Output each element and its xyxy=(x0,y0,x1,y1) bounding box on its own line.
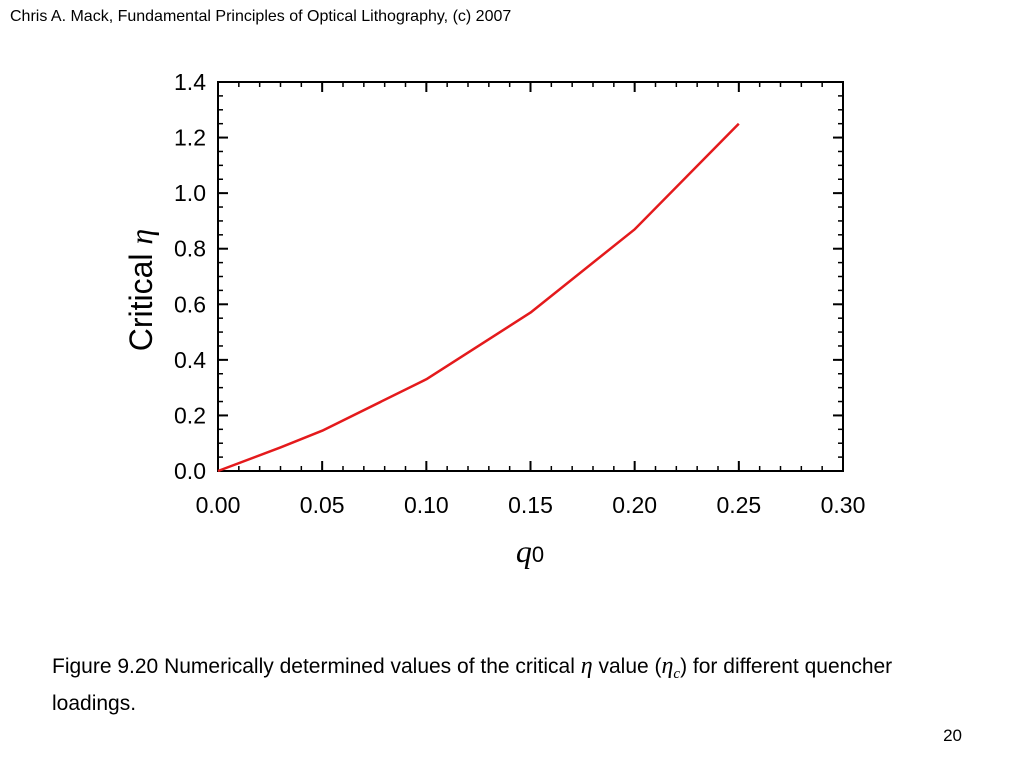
page-number: 20 xyxy=(943,726,962,745)
y-axis-title-text: Critical xyxy=(123,245,159,352)
x-axis-title: q0 xyxy=(516,533,544,569)
caption-middle: value ( xyxy=(592,655,662,678)
y-tick-label: 0.0 xyxy=(174,458,206,484)
source-credit: Chris A. Mack, Fundamental Principles of… xyxy=(10,8,512,25)
critical-eta-line-chart: 0.00 0.05 0.10 0.15 0.20 0.25 0.30 0.0 0.2 0.4 0.6… xyxy=(123,69,865,569)
y-axis-title: Critical η xyxy=(123,229,159,352)
caption-eta-c-subscript: c xyxy=(673,666,681,683)
y-tick-label: 1.2 xyxy=(174,125,206,151)
y-tick-label: 0.6 xyxy=(174,291,206,317)
x-tick-label: 0.05 xyxy=(300,492,345,518)
caption-eta-symbol: η xyxy=(580,653,593,679)
y-tick-label: 0.8 xyxy=(174,236,206,262)
x-tick-label: 0.30 xyxy=(821,492,866,518)
plot-frame xyxy=(217,81,844,472)
x-axis-title-subscript: 0 xyxy=(532,542,544,567)
caption-prefix: Figure 9.20 Numerically determined value… xyxy=(52,655,581,678)
tick-labels: 0.00 0.05 0.10 0.15 0.20 0.25 0.30 0.0 0.2 0.4 0.6… xyxy=(174,69,865,518)
axes xyxy=(217,81,844,472)
y-tick-label: 0.2 xyxy=(174,402,206,428)
y-tick-label: 1.4 xyxy=(174,69,206,95)
x-tick-label: 0.15 xyxy=(508,492,553,518)
x-tick-label: 0.25 xyxy=(716,492,761,518)
caption-eta-c-symbol: η xyxy=(661,653,674,679)
x-tick-label: 0.10 xyxy=(404,492,449,518)
series-line xyxy=(217,122,740,473)
x-tick-label: 0.00 xyxy=(196,492,241,518)
y-tick-label: 0.4 xyxy=(174,347,206,373)
series-layer xyxy=(217,122,740,473)
x-axis-title-symbol: q xyxy=(516,533,532,569)
figure-caption: Figure 9.20 Numerically determined value… xyxy=(52,652,982,718)
y-tick-label: 1.0 xyxy=(174,180,206,206)
caption-suffix: ) for different quencher loadings. xyxy=(52,655,893,716)
y-axis-title-symbol: η xyxy=(123,229,159,245)
x-tick-label: 0.20 xyxy=(612,492,657,518)
